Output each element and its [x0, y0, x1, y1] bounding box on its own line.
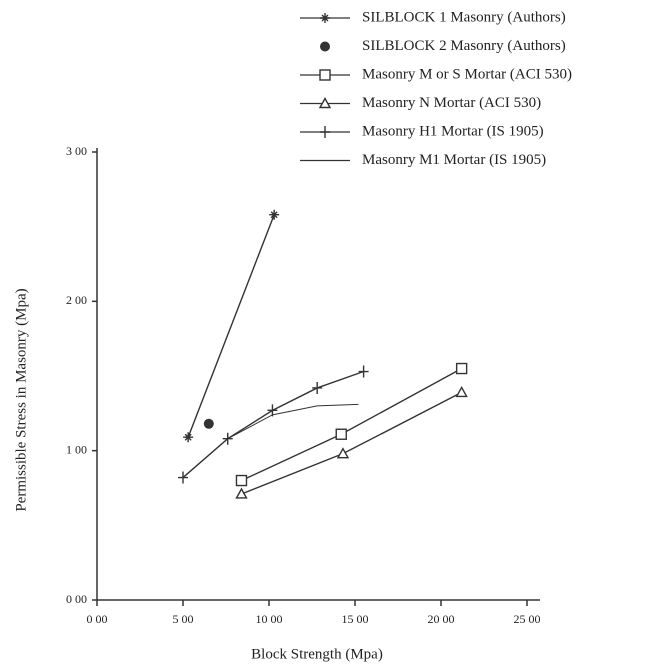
data-point — [178, 471, 188, 484]
series-line — [241, 391, 462, 495]
y-tick-label: 0 00 — [66, 592, 87, 606]
x-tick-label: 10 00 — [256, 612, 283, 626]
legend-label: SILBLOCK 1 Masonry (Authors) — [362, 9, 566, 25]
data-point — [203, 418, 214, 429]
legend-label: Masonry N Mortar (ACI 530) — [362, 95, 541, 111]
data-point — [312, 381, 323, 394]
data-point — [358, 365, 369, 378]
x-axis-title: Block Strength (Mpa) — [251, 646, 383, 662]
data-point — [235, 474, 248, 487]
data-point — [183, 432, 194, 443]
series-line — [187, 214, 275, 438]
y-tick-label: 3 00 — [66, 144, 87, 158]
x-tick-label: 0 00 — [87, 612, 108, 626]
series-line — [227, 403, 359, 440]
y-axis-title: Permissible Stress in Masonry (Mpa) — [13, 288, 29, 511]
legend-marker — [320, 126, 330, 138]
legend-marker — [319, 69, 331, 81]
data-point — [269, 209, 280, 220]
x-tick-label: 25 00 — [514, 612, 541, 626]
legend-label: Masonry M1 Mortar (IS 1905) — [362, 152, 546, 168]
legend-marker — [320, 13, 330, 23]
legend-label: Masonry H1 Mortar (IS 1905) — [362, 123, 544, 139]
legend-label: SILBLOCK 2 Masonry (Authors) — [362, 38, 566, 54]
x-tick-label: 5 00 — [173, 612, 194, 626]
legend-marker — [318, 97, 332, 109]
series-line — [241, 367, 462, 482]
x-tick-label: 20 00 — [428, 612, 455, 626]
legend-marker — [320, 41, 330, 52]
data-point — [336, 447, 350, 459]
x-tick-label: 15 00 — [342, 612, 369, 626]
y-tick-label: 2 00 — [66, 293, 87, 307]
data-point — [235, 487, 248, 499]
data-point — [335, 428, 347, 440]
data-point — [455, 385, 468, 398]
y-tick-label: 1 00 — [66, 442, 87, 456]
data-point — [455, 362, 468, 375]
legend-label: Masonry M or S Mortar (ACI 530) — [362, 66, 572, 82]
